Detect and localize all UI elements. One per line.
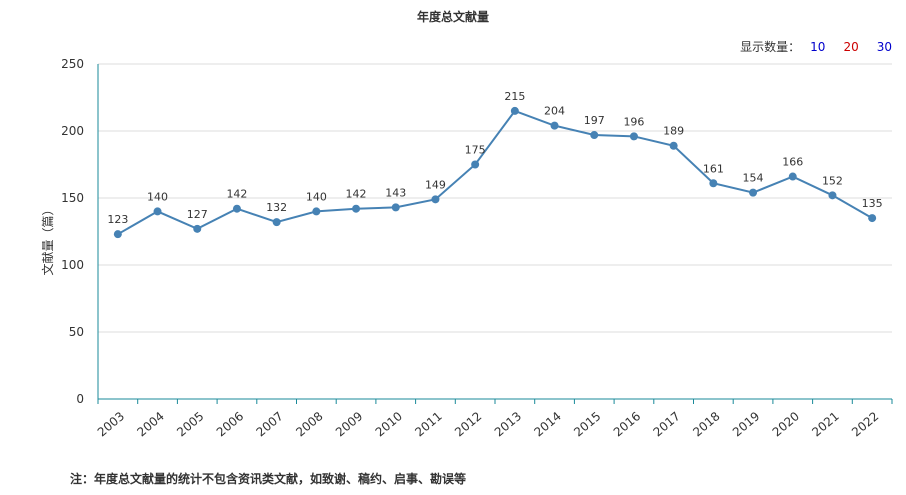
data-point bbox=[709, 179, 718, 188]
data-label: 215 bbox=[504, 90, 525, 103]
x-tick-label: 2007 bbox=[254, 409, 286, 439]
data-point bbox=[153, 207, 162, 216]
x-tick-label: 2012 bbox=[452, 409, 484, 439]
x-tick-label: 2009 bbox=[333, 409, 365, 439]
data-label: 140 bbox=[306, 190, 327, 203]
data-point bbox=[510, 106, 519, 115]
count-option-10[interactable]: 10 bbox=[810, 39, 826, 54]
series-line bbox=[117, 109, 873, 236]
data-label: 166 bbox=[782, 156, 803, 169]
footnote: 注：年度总文献量的统计不包含资讯类文献，如致谢、稿约、启事、勘误等 bbox=[70, 472, 467, 486]
data-label: 196 bbox=[623, 115, 644, 128]
y-tick-label: 150 bbox=[61, 191, 84, 205]
y-tick-label: 0 bbox=[76, 392, 84, 406]
data-label: 161 bbox=[703, 162, 724, 175]
data-label: 197 bbox=[584, 114, 605, 127]
data-point bbox=[629, 132, 638, 141]
count-option-30[interactable]: 30 bbox=[876, 39, 892, 54]
data-label: 142 bbox=[226, 188, 247, 201]
data-label: 175 bbox=[465, 144, 486, 157]
y-tick-label: 200 bbox=[61, 124, 84, 138]
x-tick-label: 2016 bbox=[611, 409, 643, 439]
data-label: 152 bbox=[822, 174, 843, 187]
data-label: 123 bbox=[107, 213, 128, 226]
data-label: 189 bbox=[663, 125, 684, 138]
data-label: 132 bbox=[266, 201, 287, 214]
data-label: 127 bbox=[187, 208, 208, 221]
data-point bbox=[272, 218, 281, 227]
data-point bbox=[113, 230, 122, 239]
y-tick-label: 100 bbox=[61, 258, 84, 272]
data-label: 135 bbox=[862, 197, 883, 210]
y-tick-label: 50 bbox=[69, 325, 84, 339]
data-point bbox=[550, 121, 559, 130]
x-tick-label: 2020 bbox=[770, 409, 802, 439]
x-tick-label: 2017 bbox=[651, 409, 683, 439]
data-label: 149 bbox=[425, 178, 446, 191]
x-tick-label: 2019 bbox=[730, 409, 762, 439]
data-point bbox=[391, 203, 400, 212]
data-label: 204 bbox=[544, 105, 565, 118]
x-tick-label: 2011 bbox=[412, 409, 444, 439]
data-point bbox=[788, 172, 797, 181]
data-label: 154 bbox=[743, 172, 764, 185]
x-tick-label: 2005 bbox=[174, 409, 206, 439]
data-label: 143 bbox=[385, 186, 406, 199]
y-axis-title: 文献量（篇） bbox=[40, 203, 55, 275]
data-point bbox=[590, 131, 599, 140]
x-tick-label: 2010 bbox=[373, 409, 405, 439]
x-tick-label: 2006 bbox=[214, 409, 246, 439]
x-tick-label: 2003 bbox=[95, 409, 127, 439]
x-tick-label: 2013 bbox=[492, 409, 524, 439]
data-point bbox=[669, 141, 678, 150]
x-tick-label: 2015 bbox=[571, 409, 603, 439]
data-point bbox=[232, 204, 241, 213]
data-point bbox=[193, 224, 202, 233]
y-tick-label: 250 bbox=[61, 57, 84, 71]
data-point bbox=[431, 195, 440, 204]
count-selector-label: 显示数量： bbox=[740, 40, 801, 54]
x-tick-label: 2004 bbox=[134, 409, 166, 439]
count-selector: 显示数量： 10 20 30 bbox=[740, 38, 892, 55]
data-point bbox=[312, 207, 321, 216]
x-tick-label: 2022 bbox=[849, 409, 881, 439]
data-point bbox=[471, 160, 480, 169]
x-tick-label: 2021 bbox=[809, 409, 841, 439]
chart-title: 年度总文献量 bbox=[416, 10, 489, 24]
data-point bbox=[828, 191, 837, 200]
count-option-20[interactable]: 20 bbox=[843, 39, 859, 54]
data-label: 142 bbox=[346, 188, 367, 201]
x-tick-label: 2008 bbox=[293, 409, 325, 439]
data-point bbox=[352, 204, 361, 213]
x-tick-label: 2018 bbox=[690, 409, 722, 439]
data-label: 140 bbox=[147, 190, 168, 203]
data-point bbox=[868, 214, 877, 223]
data-point bbox=[749, 188, 758, 197]
x-tick-label: 2014 bbox=[531, 409, 563, 439]
